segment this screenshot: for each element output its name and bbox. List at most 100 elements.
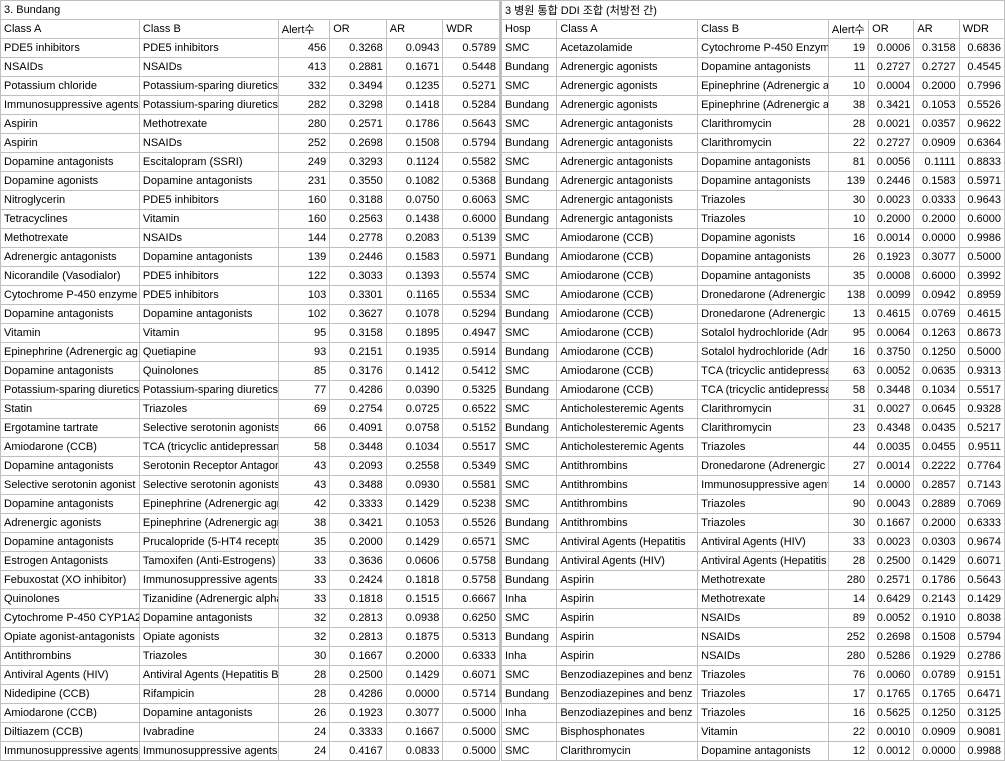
cell[interactable]: Clarithromycin [698, 115, 829, 134]
cell[interactable]: Dopamine antagonists [139, 609, 278, 628]
cell[interactable]: 0.9643 [959, 191, 1004, 210]
cell[interactable]: Prucalopride (5-HT4 receptor [139, 533, 278, 552]
cell[interactable]: 413 [278, 58, 329, 77]
cell[interactable]: 0.2000 [914, 514, 959, 533]
cell[interactable]: 0.9081 [959, 723, 1004, 742]
cell[interactable]: Antiviral Agents (Hepatitis [557, 533, 698, 552]
cell[interactable]: 0.0010 [869, 723, 914, 742]
cell[interactable]: 0.0789 [914, 666, 959, 685]
cell[interactable]: Antithrombins [1, 647, 140, 666]
cell[interactable]: 0.6071 [443, 666, 500, 685]
cell[interactable]: Dopamine antagonists [698, 172, 829, 191]
cell[interactable]: 0.4091 [330, 419, 387, 438]
cell[interactable]: Bundang [502, 305, 557, 324]
cell[interactable]: Ergotamine tartrate [1, 419, 140, 438]
cell[interactable]: Nicorandile (Vasodialor) [1, 267, 140, 286]
cell[interactable]: Bundang [502, 134, 557, 153]
cell[interactable]: 102 [278, 305, 329, 324]
cell[interactable]: SMC [502, 229, 557, 248]
cell[interactable]: Selective serotonin agonist [1, 476, 140, 495]
cell[interactable]: 0.5526 [443, 514, 500, 533]
cell[interactable]: Serotonin Receptor Antagoni [139, 457, 278, 476]
cell[interactable]: Bundang [502, 248, 557, 267]
cell[interactable]: NSAIDs [139, 134, 278, 153]
cell[interactable]: 58 [828, 381, 868, 400]
cell[interactable]: 0.3636 [330, 552, 387, 571]
cell[interactable]: 44 [828, 438, 868, 457]
cell[interactable]: 0.1818 [330, 590, 387, 609]
cell[interactable]: 280 [278, 115, 329, 134]
cell[interactable]: 144 [278, 229, 329, 248]
cell[interactable]: 0.3494 [330, 77, 387, 96]
cell[interactable]: 0.5152 [443, 419, 500, 438]
cell[interactable]: Dopamine antagonists [1, 495, 140, 514]
cell[interactable]: 122 [278, 267, 329, 286]
cell[interactable]: 17 [828, 685, 868, 704]
cell[interactable]: 0.0021 [869, 115, 914, 134]
cell[interactable]: Dopamine antagonists [1, 533, 140, 552]
cell[interactable]: Dopamine antagonists [698, 267, 829, 286]
cell[interactable]: 76 [828, 666, 868, 685]
cell[interactable]: 0.7143 [959, 476, 1004, 495]
cell[interactable]: 0.1393 [386, 267, 443, 286]
cell[interactable]: 0.3992 [959, 267, 1004, 286]
cell[interactable]: Bundang [502, 514, 557, 533]
cell[interactable]: Amiodarone (CCB) [1, 704, 140, 723]
cell[interactable]: 58 [278, 438, 329, 457]
cell[interactable]: 282 [278, 96, 329, 115]
cell[interactable]: NSAIDs [139, 58, 278, 77]
cell[interactable]: 160 [278, 191, 329, 210]
cell[interactable]: 0.5758 [443, 552, 500, 571]
cell[interactable]: 11 [828, 58, 868, 77]
cell[interactable]: 0.3333 [330, 495, 387, 514]
cell[interactable]: 0.0004 [869, 77, 914, 96]
cell[interactable]: 0.0390 [386, 381, 443, 400]
cell[interactable]: 0.5284 [443, 96, 500, 115]
cell[interactable]: Antiviral Agents (Hepatitis [698, 552, 829, 571]
cell[interactable]: Bundang [502, 343, 557, 362]
cell[interactable]: Dronedarone (Adrenergic a [698, 457, 829, 476]
cell[interactable]: SMC [502, 286, 557, 305]
cell[interactable]: 0.1111 [914, 153, 959, 172]
cell[interactable]: 0.0725 [386, 400, 443, 419]
cell[interactable]: Vitamin [139, 324, 278, 343]
cell[interactable]: 0.0035 [869, 438, 914, 457]
cell[interactable]: 0.1895 [386, 324, 443, 343]
cell[interactable]: Tamoxifen (Anti-Estrogens) [139, 552, 278, 571]
cell[interactable]: Dronedarone (Adrenergic a [698, 305, 829, 324]
cell[interactable]: 0.2000 [914, 210, 959, 229]
cell[interactable]: Triazoles [698, 191, 829, 210]
cell[interactable]: 32 [278, 628, 329, 647]
cell[interactable]: 43 [278, 476, 329, 495]
cell[interactable]: 0.1263 [914, 324, 959, 343]
cell[interactable]: Aspirin [557, 647, 698, 666]
cell[interactable]: Escitalopram (SSRI) [139, 153, 278, 172]
cell[interactable]: 0.6667 [443, 590, 500, 609]
cell[interactable]: 0.2881 [330, 58, 387, 77]
cell[interactable]: SMC [502, 400, 557, 419]
cell[interactable]: 0.1429 [959, 590, 1004, 609]
cell[interactable]: 0.0942 [914, 286, 959, 305]
cell[interactable]: 0.6522 [443, 400, 500, 419]
cell[interactable]: Potassium-sparing diuretics [139, 381, 278, 400]
cell[interactable]: 0.5000 [443, 704, 500, 723]
cell[interactable]: 13 [828, 305, 868, 324]
cell[interactable]: Aspirin [557, 609, 698, 628]
cell[interactable]: Methotrexate [139, 115, 278, 134]
cell[interactable]: Immunosuppressive agents [1, 96, 140, 115]
cell[interactable]: 0.0938 [386, 609, 443, 628]
cell[interactable]: Antithrombins [557, 476, 698, 495]
cell[interactable]: 33 [828, 533, 868, 552]
cell[interactable]: 0.5789 [443, 39, 500, 58]
cell[interactable]: 0.5574 [443, 267, 500, 286]
cell[interactable]: 0.0012 [869, 742, 914, 761]
cell[interactable]: 0.5534 [443, 286, 500, 305]
cell[interactable]: Methotrexate [698, 571, 829, 590]
cell[interactable]: Tizanidine (Adrenergic alpha- [139, 590, 278, 609]
cell[interactable]: PDE5 inhibitors [139, 39, 278, 58]
cell[interactable]: 33 [278, 552, 329, 571]
cell[interactable]: 0.1165 [386, 286, 443, 305]
cell[interactable]: 30 [828, 514, 868, 533]
cell[interactable]: Benzodiazepines and benz [557, 685, 698, 704]
cell[interactable]: PDE5 inhibitors [139, 267, 278, 286]
